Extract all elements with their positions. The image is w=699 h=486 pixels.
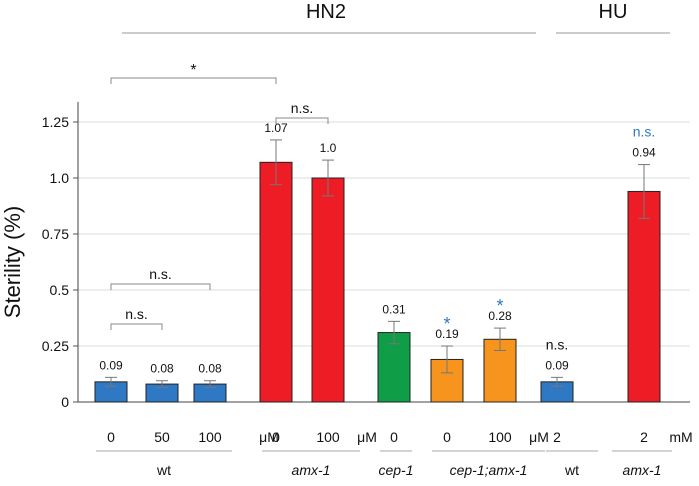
dose-label: 0 <box>107 429 115 445</box>
dose-label: 100 <box>198 429 222 445</box>
bar <box>259 161 293 403</box>
significance-mark: * <box>496 296 503 316</box>
significance-mark: * <box>443 314 450 334</box>
dose-label: 100 <box>488 429 512 445</box>
significance-bracket <box>110 323 163 330</box>
value-label: 0.08 <box>150 362 174 376</box>
y-tick-label: 0.75 <box>42 226 69 242</box>
significance-bracket <box>110 283 211 290</box>
dose-label: 2 <box>640 429 648 445</box>
dose-label: 50 <box>154 429 170 445</box>
grid-layer <box>78 121 690 347</box>
axis-layer: 0 0.25 0.5 0.75 1.0 1.25 Sterility (%) <box>0 101 690 410</box>
unit-label: μM <box>259 429 279 445</box>
y-tick-label: 1.0 <box>50 170 70 186</box>
y-tick-label: 1.25 <box>42 114 69 130</box>
unit-label: μM <box>357 429 377 445</box>
group-label: HU <box>599 1 628 23</box>
significance-label: n.s. <box>291 100 314 116</box>
significance-label: * <box>190 62 196 79</box>
genotype-label: cep-1 <box>378 462 413 478</box>
y-tick-label: 0 <box>61 394 69 410</box>
value-label: 0.08 <box>198 362 222 376</box>
y-axis-title: Sterility (%) <box>0 206 25 318</box>
significance-label: n.s. <box>149 266 172 282</box>
bar <box>627 190 661 403</box>
significance-mark: n.s. <box>546 336 569 352</box>
bar-layer: 0.09 0.08 0.08 1.07 1.0 0.31 0.19 0.28 0.09 0.94 <box>94 121 661 403</box>
genotype-label: wt <box>156 462 171 478</box>
unit-label: μM <box>529 429 549 445</box>
value-label: 0.09 <box>99 358 123 372</box>
value-label: 0.09 <box>545 358 569 372</box>
significance-bracket <box>275 117 329 124</box>
significance-label: n.s. <box>125 306 148 322</box>
value-label: 1.07 <box>264 121 288 135</box>
dose-label: 2 <box>553 429 561 445</box>
annotation-layer: * n.s. n.s. n.s. * * n.s. n.s. <box>110 62 656 352</box>
unit-label: mM <box>669 429 692 445</box>
significance-bracket <box>110 77 277 84</box>
dose-label: 100 <box>316 429 340 445</box>
genotype-label: wt <box>564 462 579 478</box>
value-label: 0.28 <box>488 309 512 323</box>
group-label: HN2 <box>306 1 346 23</box>
dose-label: 0 <box>272 429 280 445</box>
y-tick-label: 0.25 <box>42 338 69 354</box>
genotype-label: amx-1 <box>292 462 331 478</box>
y-tick-label: 0.5 <box>50 282 70 298</box>
value-label: 0.31 <box>382 302 406 316</box>
value-label: 0.94 <box>632 146 656 160</box>
bar <box>311 177 345 403</box>
genotype-label: amx-1 <box>623 462 662 478</box>
dose-label: 0 <box>443 429 451 445</box>
genotype-label: cep-1;amx-1 <box>450 462 528 478</box>
value-label: 0.19 <box>435 327 459 341</box>
value-label: 1.0 <box>320 141 337 155</box>
significance-mark: n.s. <box>633 124 656 140</box>
dose-label: 0 <box>390 429 398 445</box>
